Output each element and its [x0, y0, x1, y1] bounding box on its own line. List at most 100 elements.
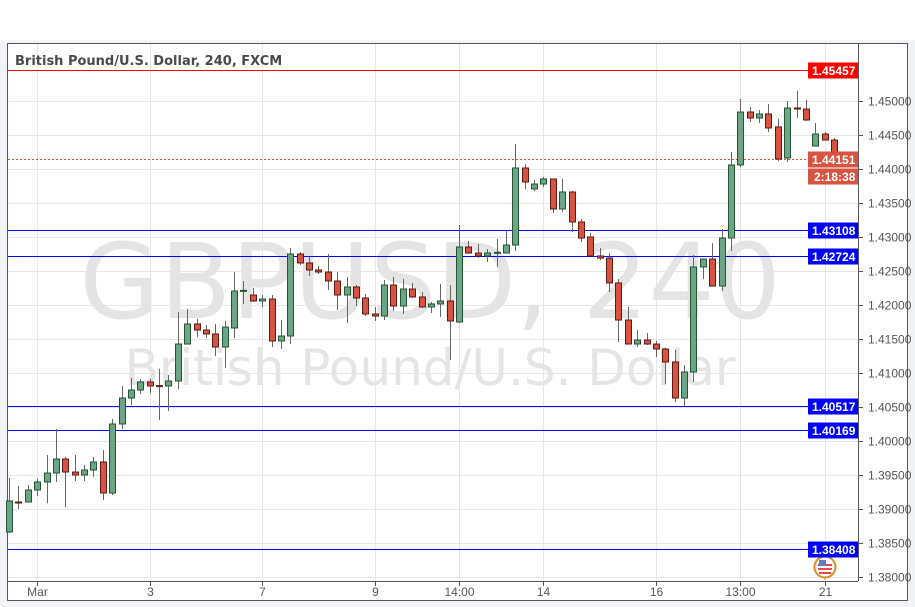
candle-down[interactable] [747, 106, 754, 123]
candle-up[interactable] [287, 248, 294, 345]
candle-down[interactable] [306, 256, 313, 277]
candle-down[interactable] [709, 242, 716, 287]
candle-down[interactable] [297, 252, 304, 266]
candle-body [119, 397, 126, 425]
candle-body [465, 246, 472, 254]
candle-up[interactable] [559, 178, 566, 212]
us-flag-icon[interactable] [813, 555, 837, 579]
candle-down[interactable] [353, 285, 360, 307]
candle-up[interactable] [184, 309, 191, 345]
candle-up[interactable] [137, 378, 144, 395]
candle-up[interactable] [531, 180, 538, 192]
candle-down[interactable] [822, 132, 829, 141]
candle-up[interactable] [494, 238, 501, 267]
candle-down[interactable] [409, 282, 416, 298]
candle-down[interactable] [522, 163, 529, 189]
candle-body [700, 258, 707, 268]
candle-up[interactable] [240, 280, 247, 304]
candle-down[interactable] [662, 347, 669, 385]
candle-down[interactable] [325, 254, 332, 290]
candle-down[interactable] [203, 324, 210, 338]
candle-down[interactable] [597, 248, 604, 260]
candle-down[interactable] [315, 265, 322, 274]
candle-up[interactable] [634, 330, 641, 348]
candle-down[interactable] [672, 350, 679, 402]
time-axis[interactable]: Mar 3 7 9 14:00 14 16 13:00 21 [27, 581, 832, 599]
candle-up[interactable] [231, 272, 238, 338]
candle-down[interactable] [550, 178, 557, 213]
candle-down[interactable] [147, 378, 154, 393]
candle-down[interactable] [100, 449, 107, 501]
candle-down[interactable] [794, 91, 801, 118]
candle-up[interactable] [456, 225, 463, 324]
candle-down[interactable] [644, 333, 651, 345]
candle-down[interactable] [250, 288, 257, 303]
candle-down[interactable] [212, 323, 219, 356]
candle-down[interactable] [465, 241, 472, 254]
candle-down[interactable] [156, 368, 163, 420]
candle-up[interactable] [109, 418, 116, 495]
candle-up[interactable] [128, 378, 135, 406]
candle-down[interactable] [803, 99, 810, 121]
candle-up[interactable] [784, 101, 791, 162]
candle-down[interactable] [569, 191, 576, 232]
candle-up[interactable] [6, 477, 13, 534]
candle-down[interactable] [269, 295, 276, 348]
candle-down[interactable] [775, 119, 782, 161]
candle-down[interactable] [72, 455, 79, 481]
candle-up[interactable] [175, 312, 182, 389]
candle-down[interactable] [62, 456, 69, 508]
candle-up[interactable] [428, 302, 435, 314]
candle-up[interactable] [503, 231, 510, 254]
candle-up[interactable] [81, 465, 88, 481]
candle-up[interactable] [53, 429, 60, 483]
candle-down[interactable] [362, 293, 369, 317]
candle-up[interactable] [25, 484, 32, 503]
candle-down[interactable] [475, 244, 482, 259]
candle-up[interactable] [400, 279, 407, 314]
candle-up[interactable] [540, 177, 547, 188]
candle-up[interactable] [119, 385, 126, 430]
candle-up[interactable] [222, 320, 229, 368]
candle-up[interactable] [437, 283, 444, 317]
candle-down[interactable] [578, 218, 585, 243]
candle-down[interactable] [194, 319, 201, 338]
candle-down[interactable] [587, 232, 594, 257]
candle-up[interactable] [484, 248, 491, 263]
candle-up[interactable] [259, 295, 266, 307]
candle-up[interactable] [44, 455, 51, 504]
candle-down[interactable] [615, 279, 622, 342]
candle-down[interactable] [334, 272, 341, 311]
candle-up[interactable] [90, 456, 97, 477]
candle-up[interactable] [737, 99, 744, 168]
candle-up[interactable] [812, 123, 819, 147]
price-axis[interactable]: 1.38000 1.38500 1.39000 1.39500 1.40000 1.405… [858, 95, 912, 585]
candle-up[interactable] [34, 479, 41, 497]
candle-down[interactable] [15, 486, 22, 509]
candle-down[interactable] [447, 285, 454, 361]
candle-down[interactable] [419, 292, 426, 308]
candle-up[interactable] [512, 143, 519, 252]
candle-up[interactable] [719, 228, 726, 291]
candle-body [559, 191, 566, 210]
candle-down[interactable] [372, 306, 379, 321]
candle-body [175, 343, 182, 382]
candle-up[interactable] [756, 109, 763, 124]
candle-up[interactable] [278, 320, 285, 349]
candle-up[interactable] [681, 364, 688, 406]
candle-down[interactable] [390, 276, 397, 311]
level-price-label: 1.43108 [812, 224, 856, 238]
event-marker[interactable] [813, 555, 837, 582]
candle-up[interactable] [165, 374, 172, 412]
candle-up[interactable] [728, 152, 735, 252]
candle-down[interactable] [653, 340, 660, 358]
candle-up[interactable] [381, 279, 388, 321]
candle-down[interactable] [765, 103, 772, 133]
candle-down[interactable] [625, 306, 632, 345]
candle-down[interactable] [606, 252, 613, 293]
candle-up[interactable] [344, 276, 351, 324]
candle-up[interactable] [700, 258, 707, 280]
candle-up[interactable] [690, 255, 697, 382]
